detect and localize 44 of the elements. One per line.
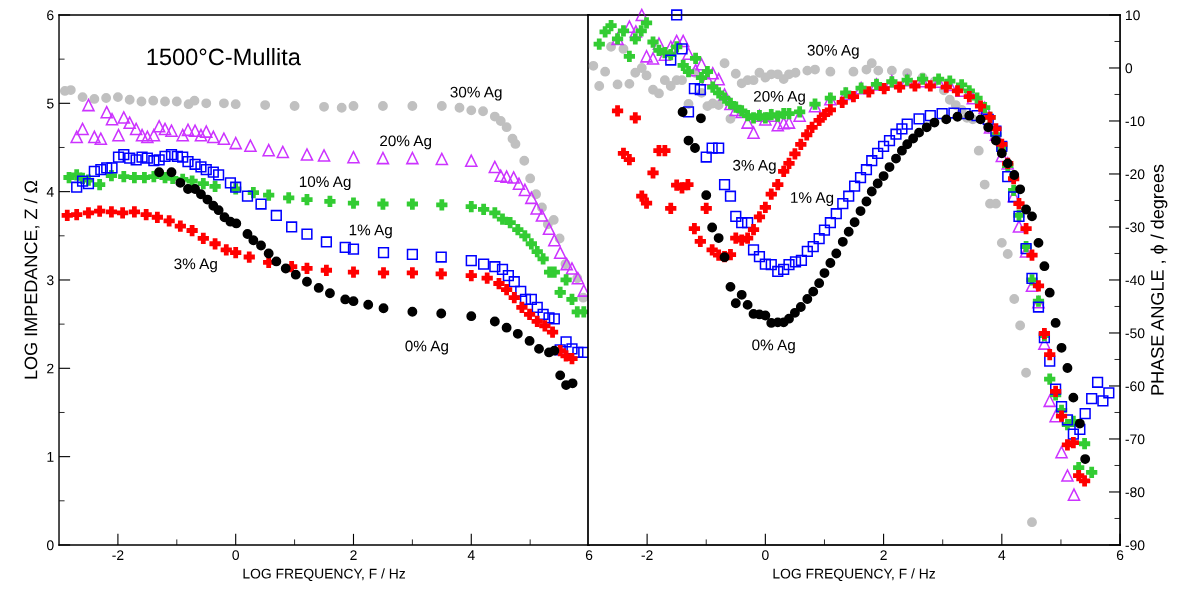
y2-tick-label: -50 [1125, 328, 1145, 339]
y-tick-label: 3 [46, 275, 54, 286]
x-tick-label: 4 [467, 550, 475, 560]
text: 1500°C-Mullita [147, 47, 301, 66]
y2-tick-label: -10 [1125, 116, 1145, 127]
y2-tick-label: -90 [1125, 540, 1145, 551]
series-label: 30% Ag [450, 86, 502, 101]
y2-tick-label: -80 [1125, 487, 1145, 498]
y-tick-label: 5 [46, 98, 54, 109]
series-label: 0% Ag [405, 340, 448, 355]
series-label: 3% Ag [174, 258, 217, 273]
series-label: 3% Ag [733, 159, 776, 174]
y-axis-title: LOG IMPEDANCE, Z / Ω [24, 180, 40, 379]
x-tick-label: -2 [112, 550, 124, 560]
y-tick-label: 0 [46, 540, 54, 551]
x-tick-label: 6 [585, 550, 593, 561]
series-label: 1% Ag [349, 224, 392, 239]
y2-tick-label: -40 [1125, 275, 1145, 286]
y2-tick-label: 10 [1125, 10, 1140, 21]
series-label: 30% Ag [807, 44, 859, 59]
series-label: 20% Ag [753, 90, 805, 105]
x-tick-label: 2 [880, 550, 887, 560]
x-tick-label: -2 [641, 550, 653, 560]
y2-tick-label: -70 [1125, 434, 1145, 445]
x-tick-label: 2 [350, 550, 357, 560]
y2-tick-label: -20 [1125, 169, 1145, 180]
y2-tick-label: -60 [1125, 381, 1145, 392]
x-tick-label: 6 [1116, 550, 1124, 561]
series-label: 1% Ag [791, 192, 834, 206]
x-axis-title: LOG FREQUENCY, F / Hz [773, 568, 936, 582]
y-tick-label: 2 [47, 363, 54, 374]
x-tick-label: 0 [762, 550, 769, 561]
y2-axis-title: PHASE ANGLE , ϕ / degrees [1150, 164, 1168, 395]
y-tick-label: 4 [46, 187, 54, 197]
y-tick-label: 6 [47, 10, 54, 21]
x-tick-label: 0 [232, 550, 240, 561]
x-axis-title: LOG FREQUENCY, F / Hz [243, 568, 406, 582]
series-label: 0% Ag [752, 339, 795, 354]
y2-tick-label: 0 [1125, 63, 1133, 74]
series-label: 10% Ag [299, 176, 351, 191]
y-tick-label: 1 [47, 452, 54, 462]
x-tick-label: 4 [998, 550, 1006, 560]
y2-tick-label: -30 [1125, 222, 1145, 233]
series-label: 20% Ag [380, 135, 432, 150]
